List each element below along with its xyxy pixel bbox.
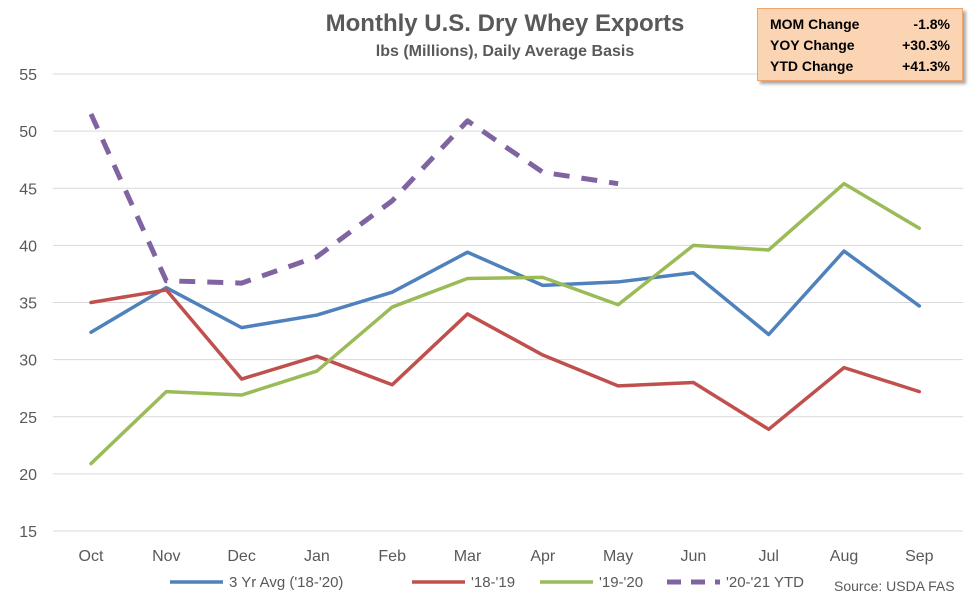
series-lines	[88, 112, 922, 466]
x-tick-label: Oct	[79, 548, 104, 565]
y-tick-label: 50	[19, 124, 37, 141]
x-tick-label: Jun	[681, 548, 707, 565]
legend-label-20-21-ytd: '20-'21 YTD	[726, 574, 804, 591]
x-tick-label: Feb	[378, 548, 406, 565]
y-tick-label: 15	[19, 524, 37, 541]
legend-label-19-20: '19-'20	[599, 574, 643, 591]
legend-label-18-19: '18-'19	[471, 574, 515, 591]
y-tick-label: 35	[19, 296, 37, 313]
yoy-change-value: +30.3%	[902, 37, 950, 53]
y-tick-label: 45	[19, 181, 37, 198]
chart-title: Monthly U.S. Dry Whey Exports	[325, 10, 685, 37]
mom-change-value: -1.8%	[913, 16, 950, 32]
x-tick-label: Nov	[152, 548, 180, 565]
x-tick-label: Dec	[227, 548, 255, 565]
x-tick-label: May	[603, 548, 633, 565]
mom-change-label: MOM Change	[770, 16, 860, 32]
y-axis-ticks: 15 20 25 30 35 40 45 50 55	[19, 67, 37, 541]
yoy-change-row: YOY Change +30.3%	[770, 35, 950, 56]
x-tick-label: Aug	[830, 548, 858, 565]
y-tick-label: 55	[19, 67, 37, 84]
x-tick-label: Apr	[530, 548, 556, 565]
ytd-change-label: YTD Change	[770, 58, 854, 74]
y-tick-label: 30	[19, 353, 37, 370]
legend-label-3-yr-avg-18-20: 3 Yr Avg ('18-'20)	[229, 574, 343, 591]
series-line-19-20	[89, 181, 922, 466]
x-tick-label: Jan	[304, 548, 330, 565]
ytd-change-row: YTD Change +41.3%	[770, 56, 950, 77]
series-line-3-yr-avg-18-20	[89, 249, 922, 337]
y-tick-label: 20	[19, 467, 37, 484]
yoy-change-label: YOY Change	[770, 37, 855, 53]
x-axis-ticks: Oct Nov Dec Jan Feb Mar Apr May Jun Jul Aug Sep	[79, 548, 934, 565]
x-tick-label: Sep	[905, 548, 934, 565]
series-line-18-19	[89, 288, 922, 432]
x-tick-label: Jul	[758, 548, 778, 565]
y-tick-label: 40	[19, 238, 37, 255]
gridlines	[53, 73, 963, 532]
mom-change-row: MOM Change -1.8%	[770, 14, 950, 35]
source-note: Source: USDA FAS	[834, 578, 955, 594]
change-summary-box: MOM Change -1.8% YOY Change +30.3% YTD C…	[757, 8, 963, 81]
chart-subtitle: lbs (Millions), Daily Average Basis	[375, 43, 635, 60]
x-tick-label: Mar	[454, 548, 482, 565]
y-tick-label: 25	[19, 410, 37, 427]
legend: 3 Yr Avg ('18-'20) '18-'19 '19-'20 '20-'21 …	[170, 574, 804, 591]
ytd-change-value: +41.3%	[902, 58, 950, 74]
series-line-20-21-ytd	[88, 112, 619, 286]
